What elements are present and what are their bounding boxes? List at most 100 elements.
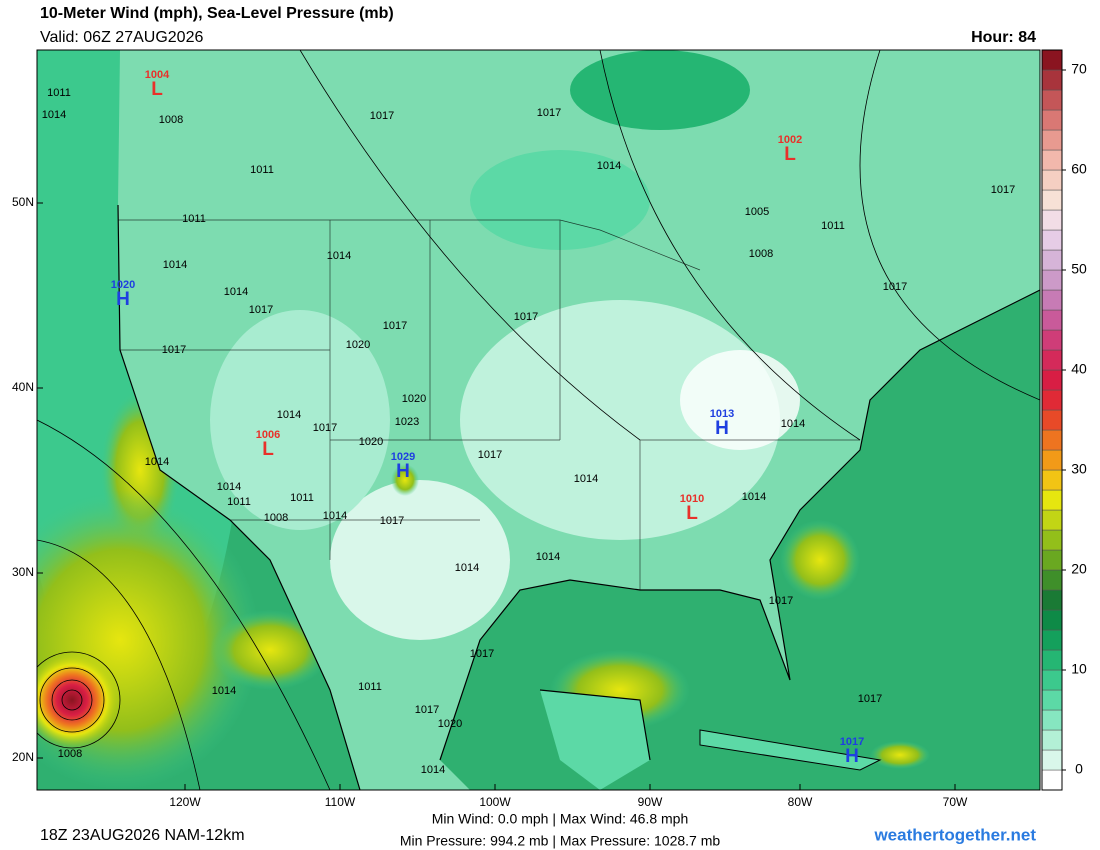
colorbar-box (1041, 749, 1063, 771)
colorbar-box (1041, 209, 1063, 231)
isobar-label: 1008 (159, 114, 183, 126)
isobar-label: 1014 (327, 250, 351, 262)
isobar-label: 1008 (58, 748, 82, 760)
colorbar-box (1041, 709, 1063, 731)
colorbar-tick-label: 0 (1075, 761, 1083, 777)
isobar-label: 1017 (991, 184, 1015, 196)
valid-time: Valid: 06Z 27AUG2026 (40, 29, 203, 46)
longitude-label: 80W (788, 795, 813, 809)
model-run: 18Z 23AUG2026 NAM-12km (40, 827, 245, 844)
isobar-label: 1017 (537, 107, 561, 119)
longitude-label: 100W (479, 795, 511, 809)
colorbar-tick-label: 20 (1071, 561, 1087, 577)
isobar-label: 1014 (781, 418, 805, 430)
isobar-label: 1011 (250, 164, 274, 176)
isobar-label: 1020 (402, 393, 426, 405)
colorbar-box (1041, 49, 1063, 71)
isobar-label: 1023 (395, 416, 419, 428)
isobar-label: 1017 (370, 110, 394, 122)
colorbar-box (1041, 369, 1063, 391)
colorbar-box (1041, 649, 1063, 671)
colorbar-tick-label: 50 (1071, 261, 1087, 277)
isobar-label: 1011 (821, 220, 845, 232)
isobar-label: 1014 (42, 109, 66, 121)
isobar-label: 1014 (145, 456, 169, 468)
map-title: 10-Meter Wind (mph), Sea-Level Pressure … (40, 5, 394, 22)
latitude-label: 20N (12, 750, 34, 764)
center-value: 1002 (778, 134, 802, 146)
isobar-label: 1014 (574, 473, 598, 485)
colorbar-box (1041, 629, 1063, 651)
colorbar-frame (1041, 49, 1063, 791)
center-value: 1020 (111, 279, 135, 291)
colorbar-box (1041, 769, 1063, 791)
colorbar-tick-label: 60 (1071, 161, 1087, 177)
colorbar-box (1041, 329, 1063, 351)
center-symbol: L (784, 144, 796, 165)
wind-stats: Min Wind: 0.0 mph | Max Wind: 46.8 mph (432, 811, 689, 827)
isobar-label: 1011 (47, 87, 71, 99)
isobar-label: 1017 (514, 311, 538, 323)
site-credit: weathertogether.net (873, 825, 1036, 844)
colorbar-box (1041, 349, 1063, 371)
center-symbol: L (686, 503, 698, 524)
isobar-label: 1017 (313, 422, 337, 434)
isobar-label: 1017 (883, 281, 907, 293)
colorbar-box (1041, 549, 1063, 571)
colorbar-box (1041, 429, 1063, 451)
colorbar-box (1041, 169, 1063, 191)
colorbar-box (1041, 589, 1063, 611)
isobar-label: 1017 (470, 648, 494, 660)
colorbar-box (1041, 409, 1063, 431)
isobar-label: 1014 (455, 562, 479, 574)
isobar-label: 1011 (290, 492, 314, 504)
colorbar-box (1041, 469, 1063, 491)
latitude-label: 50N (12, 195, 34, 209)
longitude-label: 120W (169, 795, 201, 809)
center-value: 1013 (710, 408, 734, 420)
center-value: 1006 (256, 429, 280, 441)
colorbar-tick-label: 70 (1071, 61, 1087, 77)
latitude-label: 30N (12, 565, 34, 579)
isobar-label: 1020 (346, 339, 370, 351)
isobar-label: 1014 (212, 685, 236, 697)
map-field (37, 50, 1040, 790)
colorbar-box (1041, 229, 1063, 251)
isobar-label: 1017 (249, 304, 273, 316)
colorbar-box (1041, 529, 1063, 551)
longitude-label: 70W (943, 795, 968, 809)
pressure-stats: Min Pressure: 994.2 mb | Max Pressure: 1… (400, 833, 721, 849)
center-value: 1029 (391, 451, 415, 463)
longitude-label: 110W (325, 795, 356, 809)
colorbar-box (1041, 149, 1063, 171)
center-symbol: L (151, 79, 163, 100)
isobar-label: 1011 (227, 496, 251, 508)
colorbar-box (1041, 249, 1063, 271)
colorbar-box (1041, 129, 1063, 151)
colorbar-tick-label: 10 (1071, 661, 1087, 677)
isobar-label: 1017 (478, 449, 502, 461)
isobar-label: 1014 (323, 510, 347, 522)
isobar-label: 1014 (421, 764, 445, 776)
isobar-label: 1014 (224, 286, 248, 298)
colorbar-tick-label: 30 (1071, 461, 1087, 477)
latitude-label: 40N (12, 380, 34, 394)
isobar-label: 1014 (277, 409, 301, 421)
center-symbol: H (396, 461, 410, 482)
isobar-label: 1014 (217, 481, 241, 493)
center-symbol: L (262, 439, 274, 460)
isobar-label: 1014 (742, 491, 766, 503)
isobar-label: 1020 (438, 718, 462, 730)
isobar-label: 1017 (162, 344, 186, 356)
colorbar-box (1041, 609, 1063, 631)
isobar-label: 1014 (597, 160, 621, 172)
isobar-label: 1008 (264, 512, 288, 524)
colorbar-box (1041, 509, 1063, 531)
isobar-label: 1011 (182, 213, 206, 225)
colorbar-box (1041, 189, 1063, 211)
colorbar-box (1041, 289, 1063, 311)
colorbar-tick-label: 40 (1071, 361, 1087, 377)
isobar-label: 1008 (749, 248, 773, 260)
